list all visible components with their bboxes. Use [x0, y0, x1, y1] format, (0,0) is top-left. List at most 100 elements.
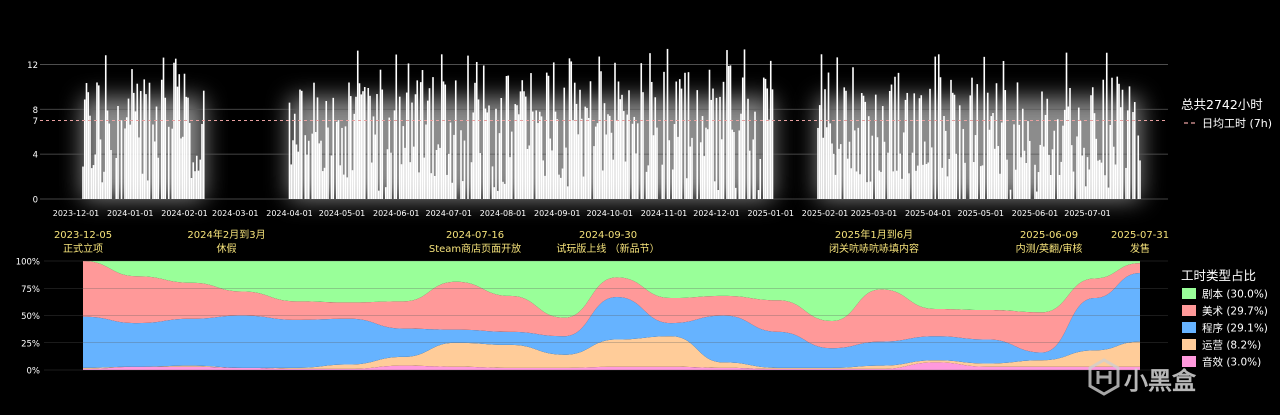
day-bar — [425, 124, 427, 199]
day-bar — [603, 103, 606, 199]
day-bar — [1076, 136, 1078, 199]
x-tick-label: 2024-03-01 — [212, 209, 259, 218]
day-bar — [439, 147, 441, 199]
y-tick-label: 7 — [33, 117, 38, 127]
milestone-label: 内测/英翻/审核 — [1016, 242, 1083, 255]
day-bar — [314, 132, 317, 199]
milestone-label: 试玩版上线 （新品节） — [556, 242, 659, 255]
day-bar — [290, 164, 293, 199]
day-bar — [1125, 167, 1127, 199]
day-bar — [507, 75, 510, 199]
day-bar — [96, 82, 98, 199]
day-bar — [552, 62, 555, 199]
day-bar — [636, 123, 639, 199]
top-chart-y-ticks: 0 4 78 12 — [27, 61, 38, 206]
day-bar — [1044, 114, 1047, 199]
day-bar — [621, 94, 623, 199]
day-bar — [416, 80, 419, 199]
day-bar — [398, 96, 401, 199]
day-bar — [535, 110, 538, 199]
day-bar — [941, 167, 944, 199]
day-bar — [867, 116, 870, 199]
day-bar — [939, 77, 942, 199]
day-bar — [367, 87, 370, 199]
day-bar — [1091, 87, 1094, 199]
day-bar — [463, 140, 466, 199]
day-bar — [426, 100, 429, 199]
day-bar — [862, 95, 865, 199]
day-bar — [582, 176, 585, 199]
day-bar — [475, 61, 478, 199]
day-bar — [503, 183, 506, 199]
day-bar — [332, 97, 335, 199]
day-bar — [482, 65, 485, 199]
day-bar — [818, 105, 821, 199]
day-bar — [1041, 91, 1043, 199]
day-bar — [132, 92, 135, 199]
day-bar — [999, 173, 1001, 199]
legend-label: 运营 (8.2%) — [1202, 339, 1261, 352]
day-bar — [327, 127, 329, 199]
area-series — [83, 336, 1140, 369]
bottom-chart-y-ticks: 100% 75% 50% 25% 0% — [16, 258, 40, 377]
day-bar — [922, 164, 924, 199]
day-bar — [348, 82, 350, 199]
day-bar — [157, 157, 160, 199]
day-bar — [542, 160, 545, 199]
day-bar — [874, 94, 877, 199]
day-bar — [307, 140, 310, 199]
day-bar — [423, 157, 426, 199]
day-bar — [1098, 159, 1101, 199]
day-bar — [1016, 82, 1019, 199]
day-bar — [601, 170, 604, 199]
day-bar — [663, 71, 665, 199]
x-tick-label: 2025-04-01 — [905, 209, 952, 218]
day-bar — [103, 171, 105, 199]
day-bar — [981, 165, 984, 199]
day-bar — [986, 92, 989, 199]
day-bar — [741, 77, 744, 199]
x-tick-label: 2024-09-01 — [534, 209, 581, 218]
x-tick-label: 2024-12-01 — [693, 209, 740, 218]
day-bar — [927, 162, 930, 199]
day-bar — [955, 153, 958, 199]
bottom-chart-grid — [44, 260, 1168, 371]
day-bar — [652, 135, 655, 199]
day-bar — [656, 127, 658, 199]
day-bar — [894, 76, 896, 199]
day-bar — [1053, 130, 1056, 199]
day-bar — [715, 97, 718, 199]
day-bar — [757, 190, 760, 199]
day-bar — [923, 141, 926, 199]
y-tick-label: 8 — [33, 106, 38, 116]
day-bar — [85, 83, 88, 199]
day-bar — [449, 122, 452, 199]
day-bar — [944, 130, 947, 199]
day-bar — [299, 89, 301, 199]
day-bar — [453, 134, 455, 199]
day-bar — [911, 152, 914, 199]
day-bar — [832, 153, 835, 199]
day-bar — [876, 137, 879, 199]
day-bar — [901, 178, 903, 199]
day-bar — [897, 72, 900, 199]
day-bar — [1114, 164, 1117, 199]
day-bar — [584, 106, 587, 199]
day-bar — [195, 155, 198, 199]
day-bar — [953, 94, 956, 199]
day-bar — [904, 99, 907, 199]
milestone-date: 2024年2月到3月 — [187, 228, 265, 241]
day-bar — [516, 105, 518, 199]
day-bar — [645, 171, 648, 199]
day-bar — [1102, 79, 1105, 199]
stacked-area-chart — [83, 261, 1140, 370]
day-bar — [355, 96, 357, 199]
day-bar — [194, 171, 196, 199]
milestone-date: 2025-06-09 — [1020, 230, 1078, 241]
day-bar — [762, 77, 765, 199]
day-bar — [127, 98, 130, 199]
day-bar — [1093, 113, 1096, 199]
day-bar — [677, 136, 679, 199]
day-bar — [83, 99, 86, 199]
